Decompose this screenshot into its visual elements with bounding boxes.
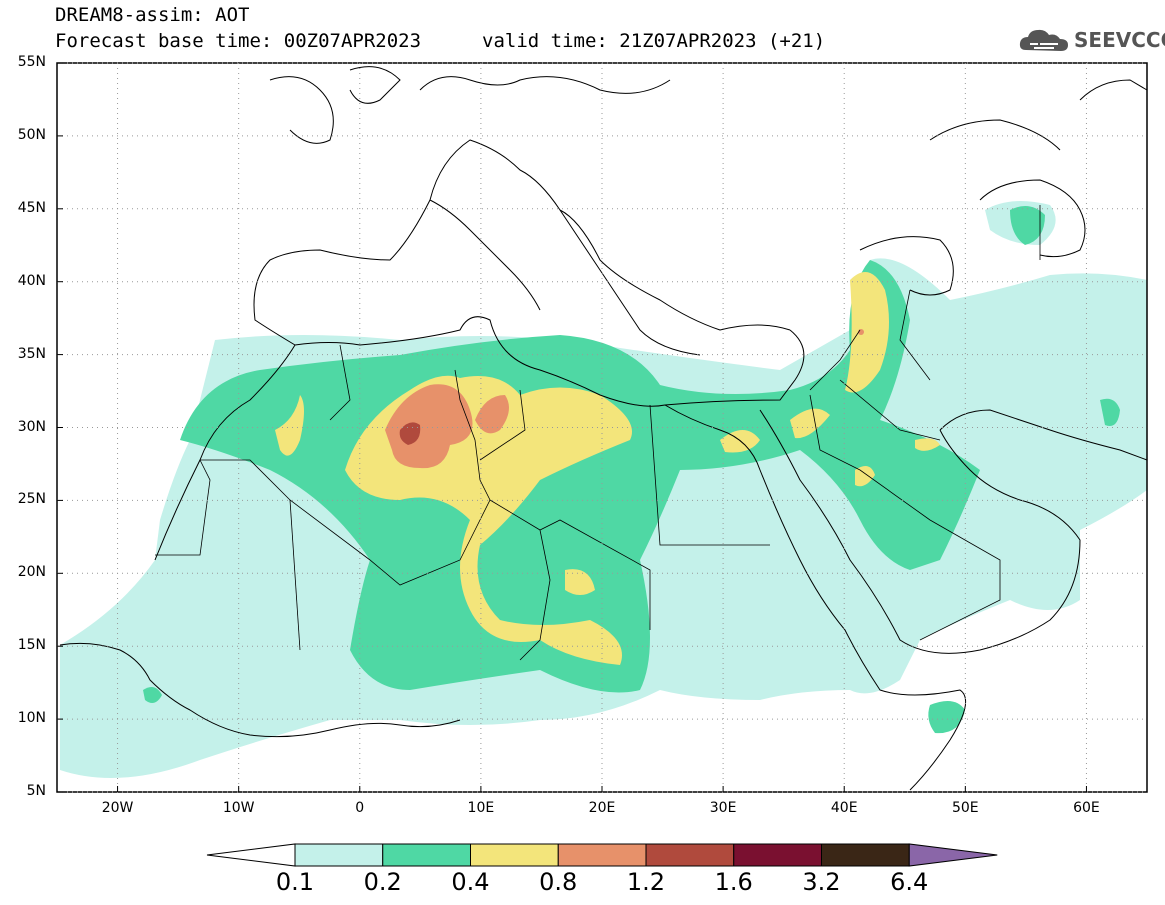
- colorbar-label: 6.4: [890, 868, 929, 896]
- lat-label: 55N: [17, 54, 46, 70]
- seevccc-logo: SEEVCCC: [1018, 26, 1165, 56]
- valid-time: valid time: 21Z07APR2023 (+21): [482, 30, 826, 52]
- colorbar-label: 0.4: [451, 868, 490, 896]
- country-borders: [155, 205, 1041, 661]
- colorbar-high-arrow: [908, 843, 998, 867]
- forecast-base-time: Forecast base time: 00Z07APR2023: [55, 30, 422, 52]
- colorbar-label: 1.6: [714, 868, 753, 896]
- colorbar-label: 3.2: [802, 868, 841, 896]
- lat-label: 45N: [17, 199, 46, 216]
- colorbar-label: 1.2: [626, 868, 666, 896]
- colorbar-label: 0.2: [363, 868, 402, 896]
- lat-label: 10N: [17, 710, 46, 727]
- lon-label: 30E: [709, 800, 737, 816]
- lon-label: 10W: [222, 800, 255, 816]
- logo-text: SEEVCCC: [1074, 28, 1165, 52]
- coastlines: [59, 66, 1148, 791]
- colorbar-segment: [294, 843, 384, 867]
- lat-label: 30N: [17, 418, 46, 435]
- colorbar-segment: [470, 843, 559, 867]
- colorbar-label: 0.8: [539, 868, 578, 896]
- lon-label: 40E: [830, 800, 858, 816]
- aot-band-0.2: [143, 206, 1120, 734]
- colorbar-segment: [557, 843, 647, 867]
- colorbar-label: 0.1: [275, 868, 315, 896]
- lat-label: 25N: [17, 491, 46, 508]
- lon-label: 0: [355, 800, 365, 816]
- lon-label: 50E: [951, 800, 979, 816]
- aot-band-0.8: [385, 384, 509, 469]
- map-title: DREAM8-assim: AOT: [55, 4, 250, 26]
- lat-label: 40N: [17, 272, 46, 289]
- lat-label: 5N: [26, 783, 46, 799]
- aot-band-1.2: [399, 422, 421, 445]
- lon-label: 20W: [101, 800, 134, 816]
- lon-label: 20E: [588, 800, 616, 816]
- lat-label: 20N: [17, 564, 46, 581]
- colorbar-segment: [645, 843, 735, 867]
- colorbar-segment: [382, 843, 471, 867]
- lon-label: 10E: [467, 800, 495, 816]
- colorbar-segment: [733, 843, 822, 867]
- lat-label: 50N: [17, 126, 46, 143]
- colorbar-segment: [821, 843, 910, 867]
- cloud-icon: [1019, 29, 1068, 51]
- colorbar-low-arrow: [206, 843, 296, 867]
- lon-label: 60E: [1073, 800, 1100, 816]
- lat-label: 35N: [17, 345, 46, 362]
- lat-label: 15N: [17, 637, 46, 654]
